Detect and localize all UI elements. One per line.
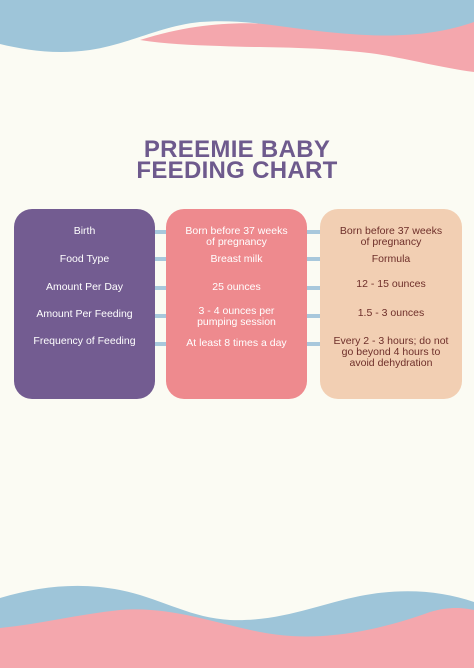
page-title-line-2: FEEDING CHART xyxy=(136,157,338,184)
connector-right-1 xyxy=(307,230,320,234)
connector-left-5 xyxy=(155,342,166,346)
connector-left-2 xyxy=(155,257,166,261)
label-birth: Birth xyxy=(73,225,96,237)
breast-amount-per-feeding: 3 - 4 ounces per pumping session xyxy=(197,305,276,328)
top-wave-decoration xyxy=(0,0,474,72)
formula-frequency-of-feeding: Every 2 - 3 hours; do not go beyond 4 ho… xyxy=(333,335,449,369)
label-frequency-of-feeding: Frequency of Feeding xyxy=(33,335,136,347)
connector-left-3 xyxy=(155,286,166,290)
formula-birth: Born before 37 weeks of pregnancy xyxy=(339,225,443,248)
formula-food-type: Formula xyxy=(371,253,411,265)
label-amount-per-feeding: Amount Per Feeding xyxy=(36,308,133,320)
connector-left-4 xyxy=(155,314,166,318)
label-food-type: Food Type xyxy=(59,253,110,265)
labels-column: Birth Food Type Amount Per Day Amount Pe… xyxy=(14,209,155,399)
breast-food-type: Breast milk xyxy=(210,253,263,265)
connector-left-1 xyxy=(155,230,166,234)
connector-right-3 xyxy=(307,286,320,290)
breast-milk-column: Born before 37 weeks of pregnancy Breast… xyxy=(166,209,307,399)
connector-right-5 xyxy=(307,342,320,346)
page-title-line-1: PREEMIE BABY xyxy=(143,136,331,163)
bottom-pink-wave xyxy=(0,608,474,668)
breast-amount-per-day: 25 ounces xyxy=(212,281,261,293)
top-blue-wave xyxy=(0,0,474,53)
connector-right-2 xyxy=(307,257,320,261)
formula-column: Born before 37 weeks of pregnancy Formul… xyxy=(320,209,462,399)
bottom-wave-decoration xyxy=(0,585,474,668)
formula-amount-per-feeding: 1.5 - 3 ounces xyxy=(357,307,425,319)
formula-amount-per-day: 12 - 15 ounces xyxy=(356,278,426,290)
label-amount-per-day: Amount Per Day xyxy=(45,281,124,293)
connector-right-4 xyxy=(307,314,320,318)
breast-birth: Born before 37 weeks of pregnancy xyxy=(185,225,288,248)
breast-frequency-of-feeding: At least 8 times a day xyxy=(186,337,287,349)
